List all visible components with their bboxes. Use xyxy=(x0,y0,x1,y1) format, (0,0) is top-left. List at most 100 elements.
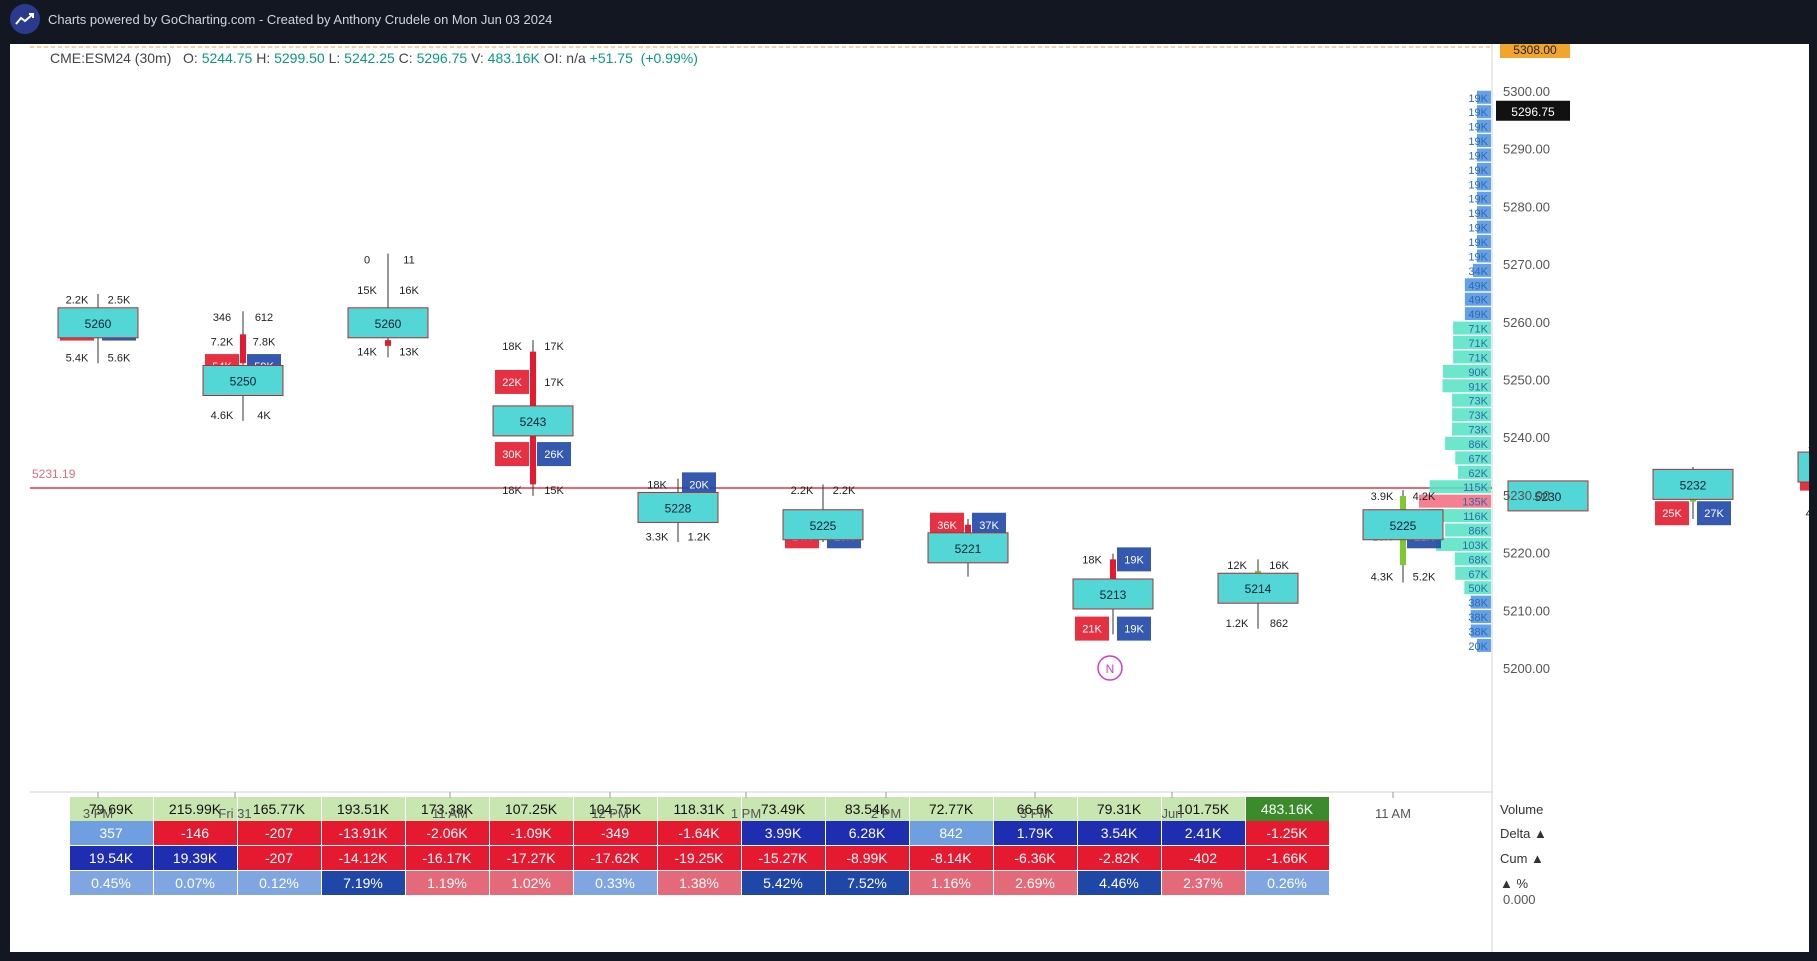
volume-profile-bar xyxy=(1477,249,1491,263)
poc-box[interactable] xyxy=(492,405,574,437)
time-axis-label: 11 AM xyxy=(432,806,468,821)
footprint-cell-bid: 4.7K xyxy=(1806,508,1809,520)
footprint-chart[interactable]: 5231.19 19K 19K 19K 19K 19K 19K 19K 19K 19K 19K 19K… xyxy=(10,44,1809,952)
stats-cell-bg xyxy=(154,821,237,845)
stats-cell-bg xyxy=(1246,871,1329,895)
poc-box[interactable] xyxy=(637,491,719,523)
footprint-cell-bid: 18K xyxy=(647,479,667,491)
stats-cell-bg xyxy=(1078,797,1161,821)
stats-pct-cell: 0.07% xyxy=(175,875,215,891)
ohlc-legend: CME:ESM24 (30m) O: 5244.75 H: 5299.50 L:… xyxy=(50,50,698,66)
volume-profile-label: 19K xyxy=(1468,122,1488,134)
poc-box[interactable] xyxy=(1652,468,1734,500)
footprint-cell-bid: 18K xyxy=(502,485,522,497)
legend-high: 5299.50 xyxy=(274,50,325,66)
volume-profile-label: 71K xyxy=(1468,338,1488,350)
volume-profile-label: 38K xyxy=(1468,626,1488,638)
footprint-cell-bg xyxy=(495,369,529,394)
alert-price-tag[interactable] xyxy=(1500,44,1570,58)
candle-body[interactable] xyxy=(385,340,391,346)
stats-cell-bg xyxy=(406,797,489,821)
last-price-tag[interactable] xyxy=(1496,100,1570,121)
poc-label: 5230 xyxy=(1535,490,1562,504)
legend-change: +51.75 xyxy=(589,50,633,66)
stats-cell-bg xyxy=(994,821,1077,845)
stats-cum-cell: -17.27K xyxy=(506,850,556,866)
volume-profile-label: 71K xyxy=(1468,352,1488,364)
poc-box[interactable] xyxy=(1797,451,1809,483)
poc-box[interactable] xyxy=(1507,480,1589,512)
news-marker-icon[interactable] xyxy=(1097,655,1123,681)
stats-cell-bg xyxy=(574,871,657,895)
stats-cell-bg xyxy=(994,846,1077,870)
poc-box[interactable] xyxy=(782,509,864,541)
gocharting-logo-icon xyxy=(10,4,40,34)
time-axis-label: 3 PM xyxy=(83,806,113,821)
volume-profile-bar xyxy=(1477,148,1491,162)
stats-row-label: Volume xyxy=(1500,802,1543,817)
stats-cell-bg xyxy=(742,821,825,845)
poc-box[interactable] xyxy=(1217,572,1299,604)
footprint-cell-bid: 176 xyxy=(1808,439,1809,451)
footprint-cell-bid: 346 xyxy=(213,312,231,324)
volume-profile-bar xyxy=(1453,335,1491,349)
stats-delta-cell: -1.25K xyxy=(1266,825,1308,841)
stats-volume-cell: 193.51K xyxy=(337,801,390,817)
stats-cum-cell: -402 xyxy=(1189,850,1217,866)
volume-profile-bar xyxy=(1477,162,1491,176)
volume-profile-bar xyxy=(1442,379,1491,393)
stats-delta-cell: 842 xyxy=(939,825,963,841)
poc-box[interactable] xyxy=(927,532,1009,564)
stats-volume-cell: 79.69K xyxy=(89,801,134,817)
price-axis-tick: 5230.00 xyxy=(1503,488,1550,503)
volume-profile-bar xyxy=(1472,263,1491,277)
poc-box[interactable] xyxy=(202,365,284,396)
stats-volume-cell: 79.31K xyxy=(1097,801,1142,817)
footprint-cell-ask: 26K xyxy=(544,449,564,461)
candle-body[interactable] xyxy=(240,334,246,364)
footprint-cell-bid: 1.2K xyxy=(1226,618,1249,630)
stats-cum-cell: -19.25K xyxy=(674,850,724,866)
stats-cell-bg xyxy=(1162,797,1245,821)
time-axis-label: 1 PM xyxy=(731,806,761,821)
volume-profile-label: 19K xyxy=(1468,208,1488,220)
volume-profile-label: 19K xyxy=(1468,179,1488,191)
footprint-cell-bid: 25K xyxy=(1662,508,1682,520)
poc-box[interactable] xyxy=(1072,578,1154,610)
stats-cell-bg xyxy=(1162,871,1245,895)
stats-cell-bg xyxy=(742,871,825,895)
stats-volume-cell: 104.75K xyxy=(589,801,642,817)
footprint-cell-ask: 19K xyxy=(1124,624,1144,636)
volume-profile-label: 91K xyxy=(1468,381,1488,393)
volume-profile-bar xyxy=(1470,624,1491,638)
stats-cell-bg xyxy=(154,797,237,821)
stats-cell-bg xyxy=(1246,821,1329,845)
stats-cell-bg xyxy=(406,846,489,870)
price-axis-tick: 5220.00 xyxy=(1503,546,1550,561)
chart-area[interactable]: 5231.19 19K 19K 19K 19K 19K 19K 19K 19K 19K 19K 19K… xyxy=(10,44,1809,952)
legend-symbol[interactable]: CME:ESM24 (30m) xyxy=(50,50,172,66)
legend-oi: n/a xyxy=(566,50,586,66)
poc-box[interactable] xyxy=(57,307,139,339)
volume-profile-bar xyxy=(1452,408,1491,422)
stats-delta-cell: -2.06K xyxy=(426,825,468,841)
stats-cell-bg xyxy=(910,846,993,870)
stats-pct-cell: 7.19% xyxy=(343,875,383,891)
stats-cell-bg xyxy=(994,871,1077,895)
footprint-cell-bid: 14K xyxy=(357,347,377,359)
stats-cell-bg xyxy=(658,871,741,895)
price-axis-tick: 5270.00 xyxy=(1503,257,1550,272)
stats-volume-cell: 483.16K xyxy=(1261,801,1314,817)
stats-volume-cell: 173.38K xyxy=(421,801,474,817)
stats-delta-cell: -349 xyxy=(601,825,629,841)
volume-profile-bar xyxy=(1477,177,1491,191)
stats-pct-cell: 5.42% xyxy=(763,875,803,891)
volume-profile-label: 34K xyxy=(1468,266,1488,278)
stats-row-label: Cum ▲ xyxy=(1500,851,1544,866)
stats-pct-cell: 1.02% xyxy=(511,875,551,891)
footprint-cell-ask: 2.5K xyxy=(108,295,131,307)
footprint-cell-bid: 3.9K xyxy=(1371,491,1394,503)
poc-box[interactable] xyxy=(347,307,429,339)
poc-box[interactable] xyxy=(1362,509,1444,541)
stats-cell-bg xyxy=(1162,821,1245,845)
